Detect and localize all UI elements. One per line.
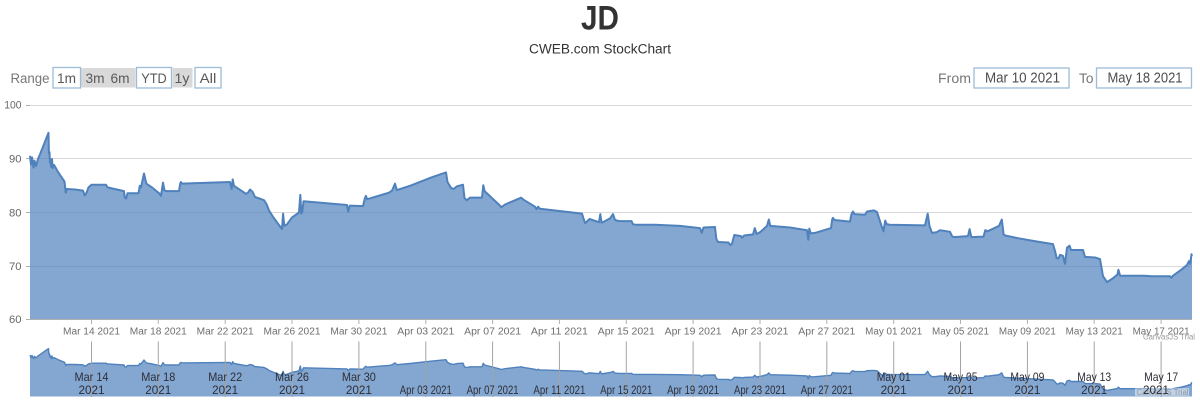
svg-text:Apr 03 2021: Apr 03 2021	[400, 384, 452, 397]
svg-text:90: 90	[9, 153, 22, 165]
svg-text:Mar 14: Mar 14	[75, 371, 110, 384]
svg-text:All: All	[200, 70, 217, 86]
svg-text:May 13 2021: May 13 2021	[1066, 327, 1123, 338]
svg-text:May 05: May 05	[944, 371, 978, 384]
svg-text:2021: 2021	[1081, 384, 1107, 397]
svg-text:Apr 11 2021: Apr 11 2021	[533, 384, 585, 397]
svg-text:2021: 2021	[948, 384, 974, 397]
svg-text:3m: 3m	[86, 70, 105, 86]
svg-text:Mar 26: Mar 26	[275, 371, 309, 384]
svg-text:Apr 15 2021: Apr 15 2021	[598, 327, 655, 338]
svg-text:1y: 1y	[175, 70, 190, 86]
svg-text:May 09 2021: May 09 2021	[999, 327, 1056, 338]
svg-text:80: 80	[9, 207, 22, 219]
svg-text:May 18 2021: May 18 2021	[1108, 71, 1183, 87]
svg-text:Apr 15 2021: Apr 15 2021	[600, 384, 652, 397]
svg-text:2021: 2021	[79, 384, 105, 397]
svg-text:100: 100	[4, 100, 21, 112]
svg-text:Range: Range	[11, 71, 50, 86]
svg-text:Mar 30 2021: Mar 30 2021	[330, 327, 387, 338]
svg-text:1m: 1m	[57, 70, 76, 86]
svg-text:Mar 30: Mar 30	[342, 371, 376, 384]
svg-text:2021: 2021	[346, 384, 372, 397]
svg-text:Apr 19 2021: Apr 19 2021	[665, 327, 722, 338]
svg-text:May 13: May 13	[1077, 371, 1111, 384]
svg-text:2021: 2021	[212, 384, 238, 397]
svg-text:2021: 2021	[279, 384, 305, 397]
svg-text:Apr 19 2021: Apr 19 2021	[667, 384, 719, 397]
svg-text:60: 60	[9, 314, 22, 326]
svg-text:Mar 14 2021: Mar 14 2021	[63, 327, 120, 338]
svg-text:Mar 18: Mar 18	[141, 371, 175, 384]
svg-text:May 17: May 17	[1144, 371, 1178, 384]
svg-text:May 09: May 09	[1010, 371, 1044, 384]
svg-text:Apr 27 2021: Apr 27 2021	[801, 384, 853, 397]
svg-text:JD: JD	[581, 0, 619, 37]
svg-text:CanvasJS Trial: CanvasJS Trial	[1137, 388, 1189, 397]
svg-text:Apr 07 2021: Apr 07 2021	[464, 327, 521, 338]
svg-text:Mar 22 2021: Mar 22 2021	[197, 327, 254, 338]
svg-text:2021: 2021	[1143, 384, 1169, 397]
svg-text:YTD: YTD	[141, 70, 167, 86]
svg-text:Mar 26 2021: Mar 26 2021	[264, 327, 321, 338]
svg-text:To: To	[1079, 70, 1094, 86]
svg-text:CWEB.com StockChart: CWEB.com StockChart	[529, 42, 671, 58]
svg-text:Apr 27 2021: Apr 27 2021	[798, 327, 855, 338]
svg-text:2021: 2021	[1014, 384, 1040, 397]
svg-text:Apr 23 2021: Apr 23 2021	[734, 384, 786, 397]
svg-text:May 01 2021: May 01 2021	[865, 327, 922, 338]
svg-text:May 01: May 01	[877, 371, 911, 384]
svg-text:Apr 23 2021: Apr 23 2021	[732, 327, 789, 338]
svg-text:Mar 18 2021: Mar 18 2021	[130, 327, 187, 338]
svg-text:6m: 6m	[111, 70, 130, 86]
svg-text:From: From	[938, 70, 971, 86]
svg-text:May 05 2021: May 05 2021	[932, 327, 989, 338]
svg-text:Apr 07 2021: Apr 07 2021	[467, 384, 519, 397]
svg-text:70: 70	[9, 261, 22, 273]
svg-text:2021: 2021	[881, 384, 907, 397]
svg-text:CanvasJS Trial: CanvasJS Trial	[1143, 332, 1195, 341]
svg-text:Mar 10 2021: Mar 10 2021	[985, 71, 1060, 87]
svg-text:Mar 22: Mar 22	[208, 371, 242, 384]
svg-text:May 17 2021: May 17 2021	[1133, 327, 1190, 338]
svg-text:Apr 11 2021: Apr 11 2021	[531, 327, 588, 338]
svg-text:2021: 2021	[145, 384, 171, 397]
svg-text:Apr 03 2021: Apr 03 2021	[397, 327, 454, 338]
